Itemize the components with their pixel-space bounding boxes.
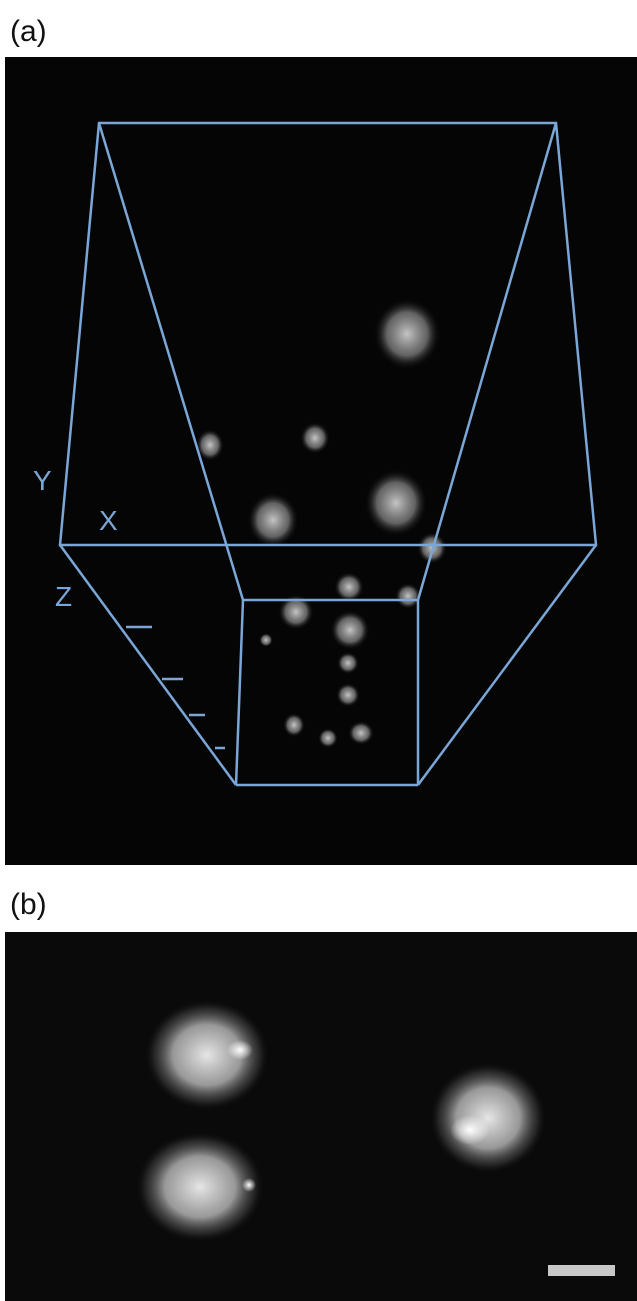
axis-label: X bbox=[99, 505, 118, 536]
scale-bar bbox=[548, 1265, 615, 1276]
axis-label: Y bbox=[33, 465, 52, 496]
figure: (a) Y X Z (b) bbox=[0, 0, 637, 1301]
page: (a) Y X Z (b) bbox=[0, 0, 637, 1301]
axis-label: Z bbox=[55, 581, 72, 612]
panel-label: (a) bbox=[10, 15, 47, 48]
panel-label: (b) bbox=[10, 888, 47, 921]
